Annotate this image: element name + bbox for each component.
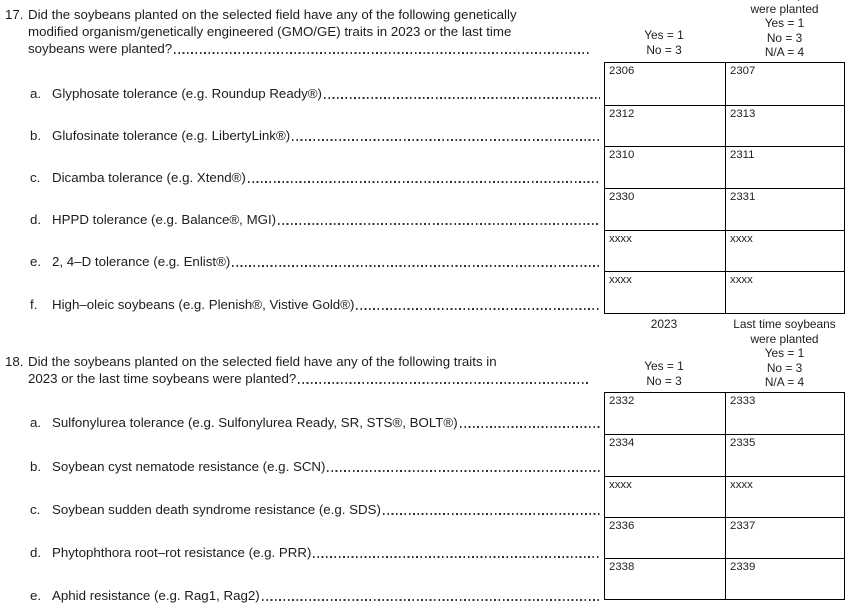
answer-cell[interactable]: 2330 <box>605 188 725 230</box>
q17-number: 17. <box>5 7 24 22</box>
answer-cell[interactable]: xxxx <box>605 229 725 272</box>
item-text: Soybean cyst nematode resistance (e.g. S… <box>52 459 326 474</box>
answer-cell[interactable]: 2307 <box>725 63 844 105</box>
q17-line-1: Did the soybeans planted on the selected… <box>28 7 517 22</box>
answer-cell[interactable]: 2339 <box>725 558 844 600</box>
item-letter: b. <box>30 128 42 143</box>
q18-item-c: c. Soybean sudden death syndrome resista… <box>30 501 600 518</box>
item-letter: c. <box>30 170 41 185</box>
q18-item-d: d. Phytophthora root–rot resistance (e.g… <box>30 544 600 561</box>
answer-cell[interactable]: xxxx <box>725 475 844 517</box>
dotted-leader <box>323 97 600 99</box>
q17-question-text: Did the soybeans planted on the selected… <box>28 6 590 57</box>
column-header-last-planted: Last time soybeans were planted Yes = 1 … <box>733 317 836 390</box>
item-letter: a. <box>30 415 42 430</box>
answer-cell[interactable]: 2311 <box>725 146 844 189</box>
q18-question-text: Did the soybeans planted on the selected… <box>28 353 590 387</box>
q17-item-a: a. Glyphosate tolerance (e.g. Roundup Re… <box>30 85 600 102</box>
item-letter: a. <box>30 86 42 101</box>
item-text: Dicamba tolerance (e.g. Xtend®) <box>52 170 246 185</box>
answer-cell[interactable]: xxxx <box>725 229 844 272</box>
q17-item-e: e. 2, 4–D tolerance (e.g. Enlist®) <box>30 253 600 270</box>
q18-item-e: e. Aphid resistance (e.g. Rag1, Rag2) <box>30 587 600 604</box>
item-text: HPPD tolerance (e.g. Balance®, MGI) <box>52 212 277 227</box>
q18-item-b: b. Soybean cyst nematode resistance (e.g… <box>30 458 600 475</box>
q17-item-b: b. Glufosinate tolerance (e.g. LibertyLi… <box>30 127 600 144</box>
q18-line-1: Did the soybeans planted on the selected… <box>28 354 497 369</box>
item-text: Phytophthora root–rot resistance (e.g. P… <box>52 545 312 560</box>
answer-cell[interactable]: 2312 <box>605 104 725 147</box>
q17-item-c: c. Dicamba tolerance (e.g. Xtend®) <box>30 169 600 186</box>
dotted-leader <box>459 426 600 428</box>
dotted-leader <box>327 470 600 472</box>
item-text: Sulfonylurea tolerance (e.g. Sulfonylure… <box>52 415 458 430</box>
column-header-2023-codes: Yes = 1 No = 3 <box>644 28 684 57</box>
answer-cell[interactable]: 2338 <box>605 558 725 599</box>
item-letter: c. <box>30 502 41 517</box>
answer-cell[interactable]: xxxx <box>725 271 844 314</box>
item-text: High–oleic soybeans (e.g. Plenish®, Vist… <box>52 297 355 312</box>
answer-cell[interactable]: 2310 <box>605 146 725 188</box>
answer-cell[interactable]: 2336 <box>605 516 725 558</box>
q17-line-2: modified organism/genetically engineered… <box>28 24 512 39</box>
answer-cell[interactable]: 2337 <box>725 516 844 559</box>
dotted-leader <box>247 181 600 183</box>
answer-cell[interactable]: 2313 <box>725 104 844 147</box>
item-letter: d. <box>30 545 42 560</box>
q18-item-a: a. Sulfonylurea tolerance (e.g. Sulfonyl… <box>30 414 600 431</box>
answer-cell[interactable]: xxxx <box>605 271 725 313</box>
answer-cell[interactable]: 2335 <box>725 434 844 476</box>
item-letter: e. <box>30 254 42 269</box>
dotted-leader <box>313 556 600 558</box>
answer-cell[interactable]: xxxx <box>605 475 725 517</box>
dotted-leader <box>382 513 600 515</box>
answer-cell[interactable]: 2331 <box>725 188 844 230</box>
answer-cell[interactable]: 2332 <box>609 395 635 407</box>
item-text: 2, 4–D tolerance (e.g. Enlist®) <box>52 254 231 269</box>
q17-answer-table: 2306 2307 2312 2313 2310 2311 2330 2331 … <box>604 62 845 315</box>
dotted-leader <box>261 599 600 601</box>
dotted-leader <box>278 223 600 225</box>
answer-cell[interactable]: 2333 <box>725 393 844 435</box>
answer-cell[interactable]: 2306 <box>609 65 635 77</box>
dotted-leader <box>232 265 600 267</box>
q18-answer-table: 2332 2333 2334 2335 xxxx xxxx 2336 2337 … <box>604 392 845 601</box>
answer-cell[interactable]: 2334 <box>605 434 725 475</box>
item-letter: d. <box>30 212 42 227</box>
dotted-leader <box>292 139 600 141</box>
q18-line-2: 2023 or the last time soybeans were plan… <box>28 371 297 386</box>
q17-item-f: f. High–oleic soybeans (e.g. Plenish®, V… <box>30 296 600 313</box>
item-letter: b. <box>30 459 42 474</box>
dotted-leader <box>356 308 600 310</box>
q17-item-d: d. HPPD tolerance (e.g. Balance®, MGI) <box>30 211 600 228</box>
item-text: Soybean sudden death syndrome resistance… <box>52 502 381 517</box>
item-letter: f. <box>30 297 38 312</box>
item-letter: e. <box>30 588 42 603</box>
q18-number: 18. <box>5 354 24 369</box>
item-text: Glyphosate tolerance (e.g. Roundup Ready… <box>52 86 322 101</box>
dotted-leader <box>298 382 590 384</box>
q17-line-3: soybeans were planted? <box>28 41 173 56</box>
column-header-2023-codes: Yes = 1 No = 3 <box>644 359 684 388</box>
item-text: Aphid resistance (e.g. Rag1, Rag2) <box>52 588 260 603</box>
column-header-last-planted: Last time soybeans were planted Yes = 1 … <box>733 0 835 60</box>
item-text: Glufosinate tolerance (e.g. LibertyLink®… <box>52 128 291 143</box>
column-header-2023-title: 2023 <box>650 317 678 331</box>
dotted-leader <box>174 52 590 54</box>
